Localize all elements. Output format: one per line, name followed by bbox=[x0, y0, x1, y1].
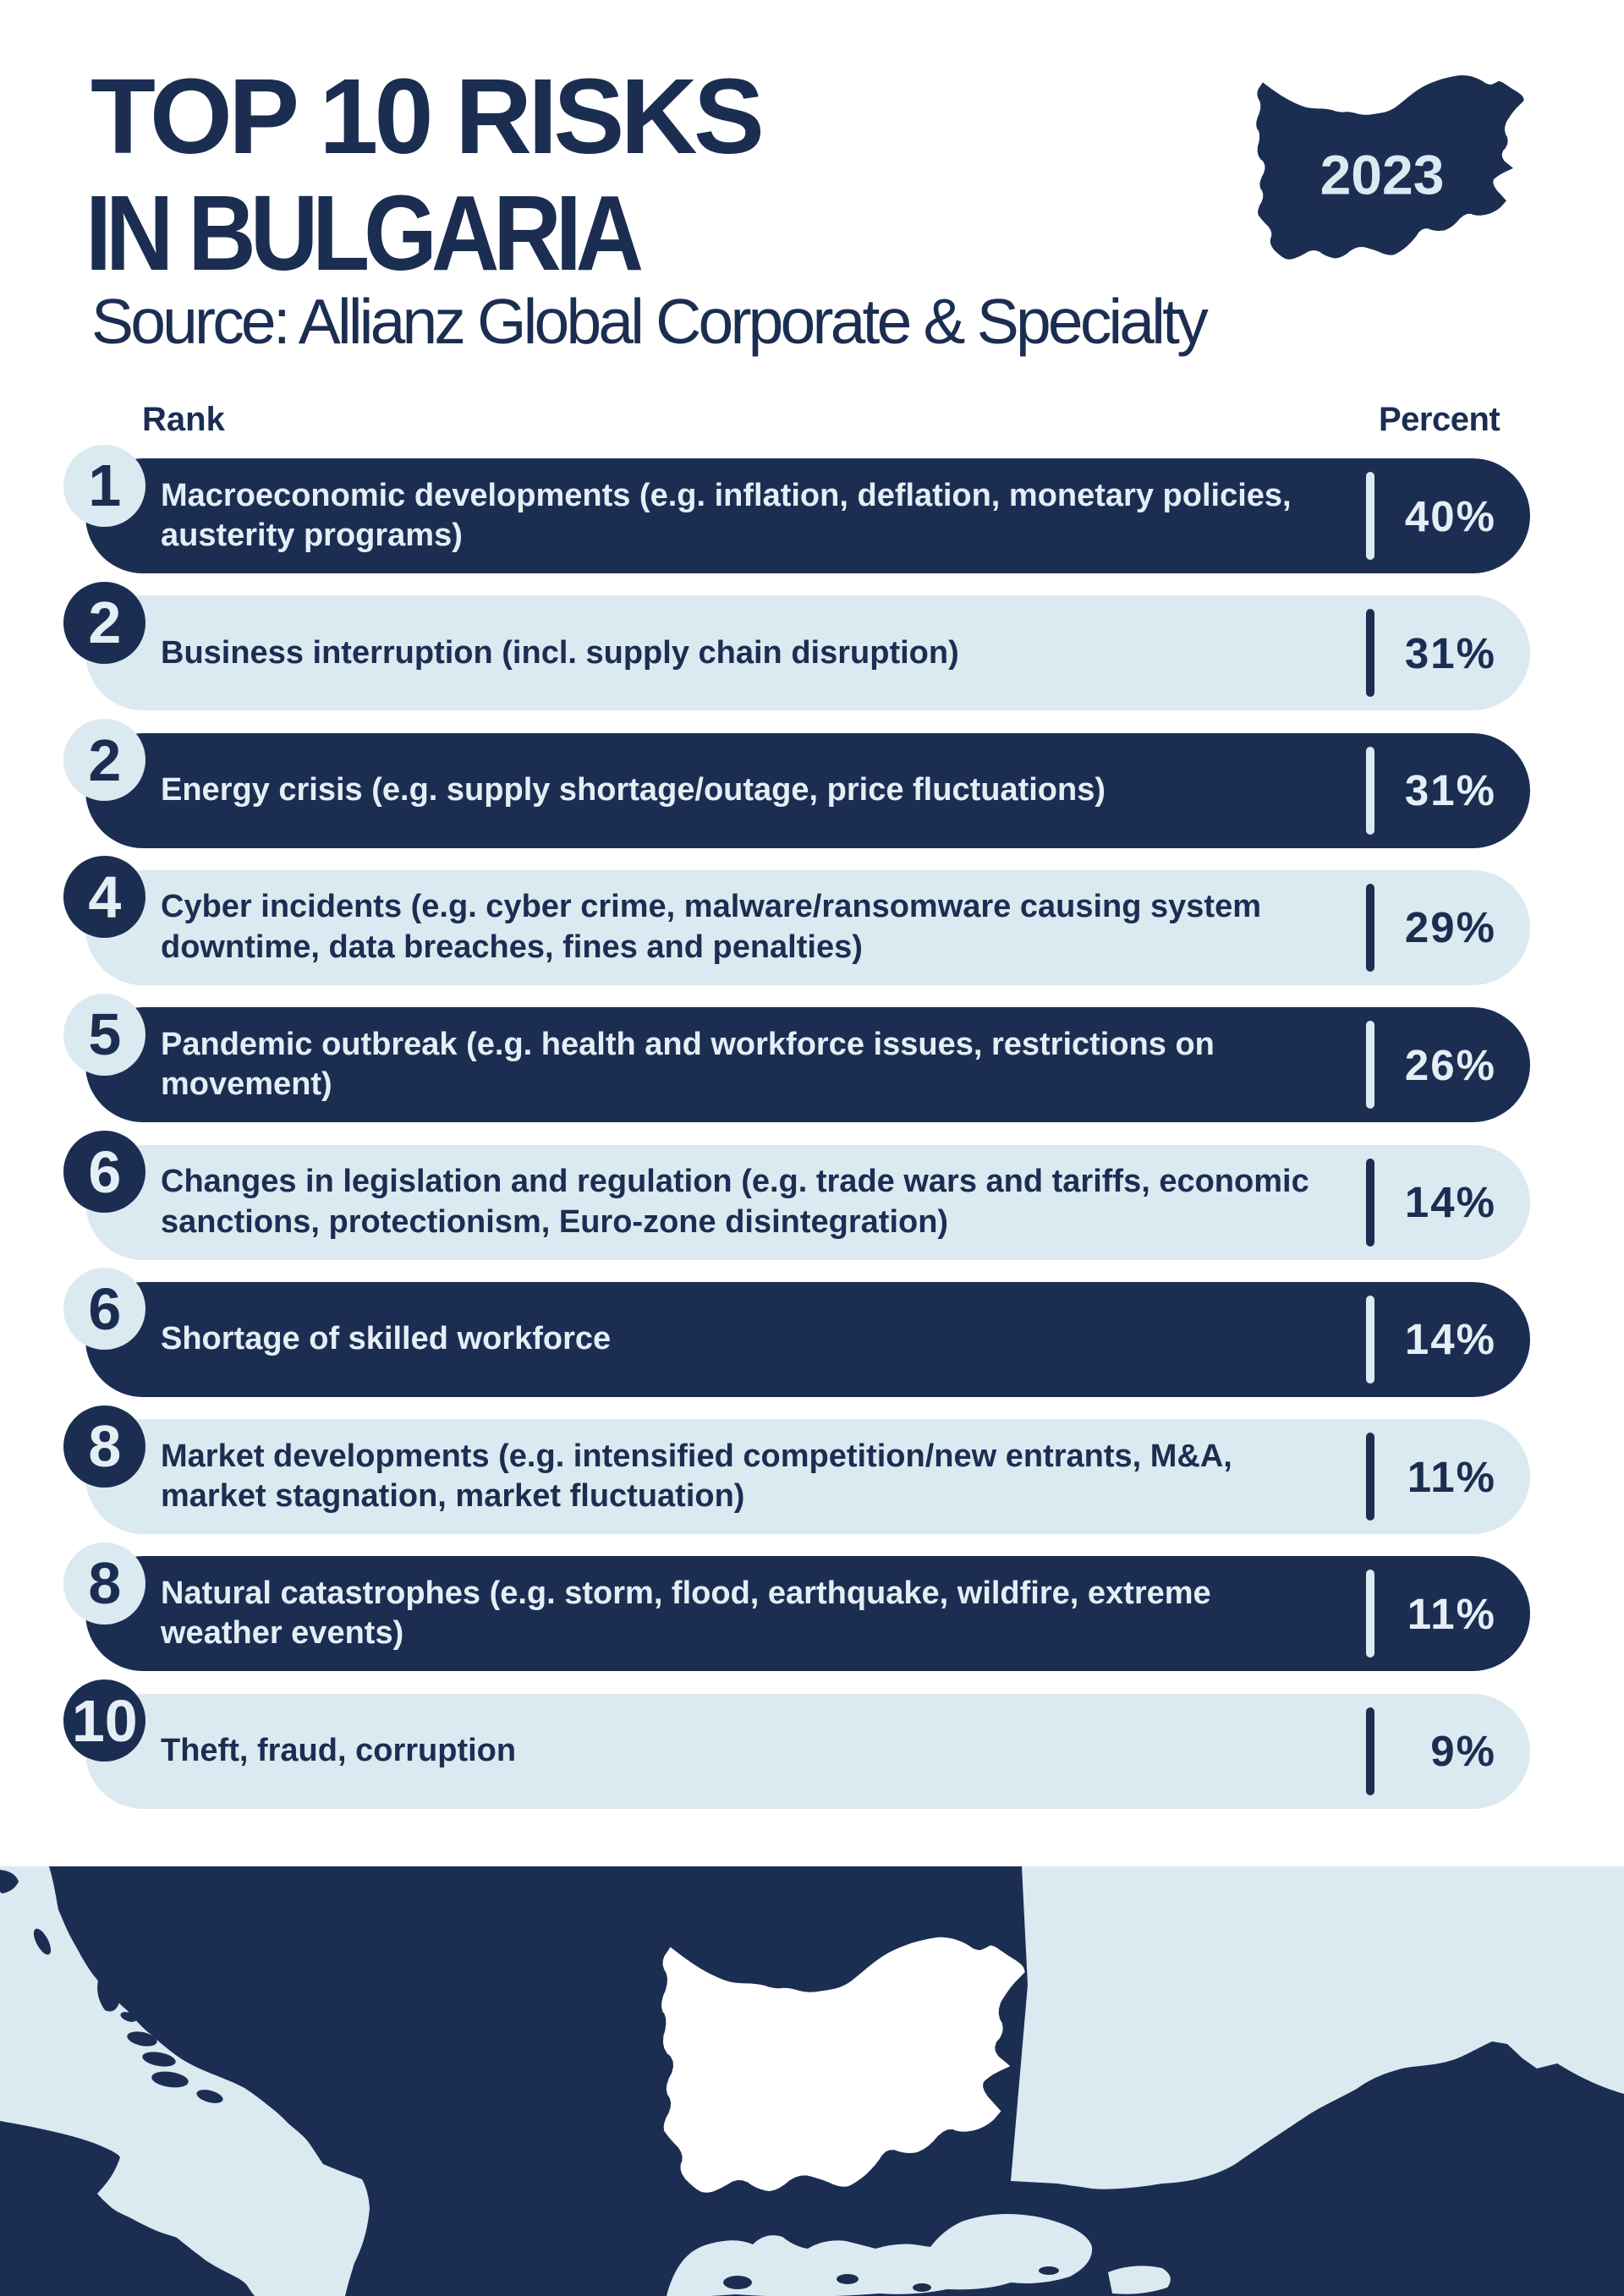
svg-text:2023: 2023 bbox=[1320, 144, 1445, 206]
